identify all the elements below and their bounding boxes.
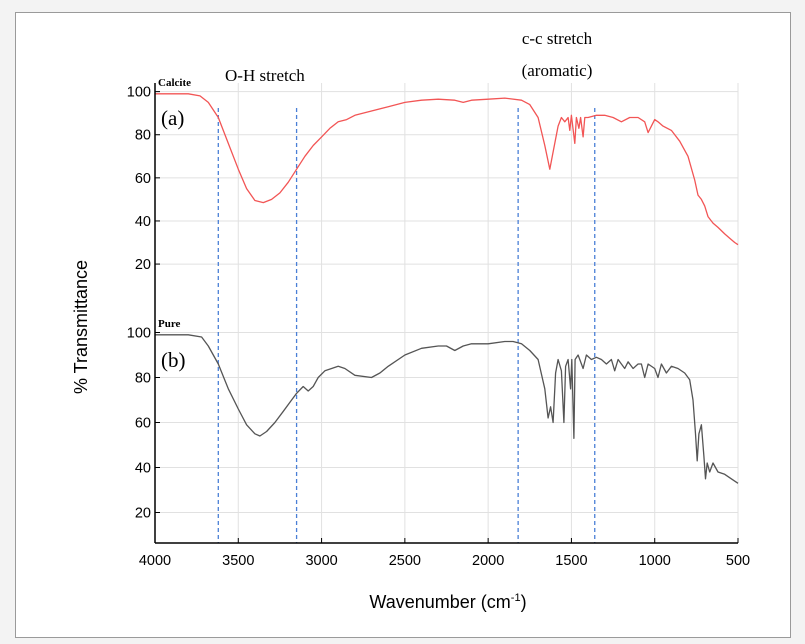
x-tick-label-0: 4000: [139, 553, 171, 569]
x-tick-label-1: 3500: [222, 553, 254, 569]
x-tick-label-4: 2000: [472, 553, 504, 569]
annotation-cc-stretch: c-c stretch: [522, 29, 593, 48]
y-tick-label-0-2: 60: [135, 171, 151, 187]
annotation-oh-stretch: O-H stretch: [225, 66, 305, 85]
reference-lines: [217, 108, 596, 543]
axis-layer: 100 80 60 40 20 100 80 60 40 20 4000 3500 3000 2500 20…: [127, 83, 750, 569]
x-axis-label-sup: -1: [511, 592, 521, 604]
y-tick-label-1-1: 80: [135, 371, 151, 387]
x-axis-label-close: ): [521, 592, 527, 612]
y-tick-label-0-3: 40: [135, 214, 151, 230]
chart-frame: 100 80 60 40 20 100 80 60 40 20 4000 3500 3000 2500 20…: [15, 12, 791, 638]
x-tick-label-2: 3000: [305, 553, 337, 569]
y-tick-label-1-4: 20: [135, 506, 151, 522]
y-tick-label-0-0: 100: [127, 85, 151, 101]
series-line-calcite: [155, 93, 739, 246]
x-axis-label-main: Wavenumber (cm: [369, 592, 510, 612]
x-tick-label-6: 1000: [639, 553, 671, 569]
y-tick-label-1-2: 60: [135, 416, 151, 432]
y-tick-label-1-3: 40: [135, 461, 151, 477]
series-layer: [155, 93, 739, 484]
grid-lines: [154, 83, 739, 543]
x-tick-label-3: 2500: [389, 553, 421, 569]
ftir-chart: 100 80 60 40 20 100 80 60 40 20 4000 3500 3000 2500 20…: [71, 29, 750, 612]
panel-label-a: (a): [161, 106, 184, 130]
x-tick-label-5: 1500: [555, 553, 587, 569]
y-tick-label-0-1: 80: [135, 128, 151, 144]
series-line-pure: [155, 334, 739, 484]
y-axis-label: % Transmittance: [71, 260, 91, 394]
y-tick-label-1-0: 100: [127, 326, 151, 342]
panel-name-calcite: Calcite: [158, 77, 191, 89]
x-tick-label-7: 500: [726, 553, 750, 569]
panel-label-b: (b): [161, 348, 186, 372]
annotation-aromatic: (aromatic): [522, 61, 593, 80]
label-layer: O-H stretch c-c stretch (aromatic) Calci…: [71, 29, 593, 612]
x-axis-label: Wavenumber (cm-1): [369, 592, 526, 612]
y-tick-label-0-4: 20: [135, 257, 151, 273]
panel-name-pure: Pure: [158, 318, 181, 330]
